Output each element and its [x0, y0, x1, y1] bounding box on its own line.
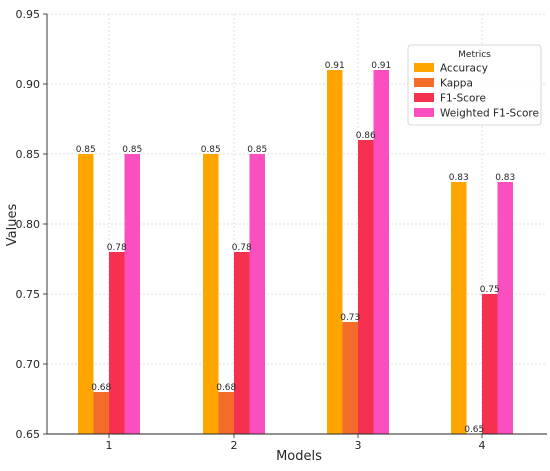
y-tick-label: 0.95: [16, 8, 41, 21]
legend-box: [407, 44, 542, 126]
y-tick-label: 0.75: [16, 288, 41, 301]
legend-label: Weighted F1-Score: [440, 108, 539, 120]
bar: [124, 154, 140, 434]
data-label: 0.68: [91, 383, 111, 393]
bar: [218, 392, 234, 434]
legend: Metrics Accuracy Kappa F1-Score Weighted F1-…: [407, 44, 542, 126]
x-tick-label: 3: [355, 439, 362, 452]
bar: [203, 154, 219, 434]
bar: [93, 392, 109, 434]
y-tick-label: 0.70: [16, 358, 41, 371]
legend-title: Metrics: [458, 50, 491, 60]
data-label: 0.86: [356, 131, 376, 141]
data-label: 0.78: [232, 243, 252, 253]
x-tick-label: 4: [479, 439, 486, 452]
bar: [109, 252, 125, 434]
data-label: 0.78: [107, 243, 127, 253]
axes: 0.65 0.70 0.75 0.80 0.85 0.90 0.95 1 2 3 4: [16, 8, 547, 452]
data-label: 0.75: [480, 285, 500, 295]
data-label: 0.91: [371, 61, 391, 71]
data-label: 0.83: [495, 173, 515, 183]
y-tick-label: 0.90: [16, 78, 41, 91]
x-tick-label: 2: [231, 439, 238, 452]
legend-swatch: [414, 78, 434, 87]
x-axis-title: Models: [276, 449, 322, 464]
y-tick-label: 0.80: [16, 218, 41, 231]
data-label: 0.65: [464, 425, 484, 435]
bar: [373, 70, 389, 434]
data-label: 0.68: [216, 383, 236, 393]
legend-swatch: [414, 93, 434, 102]
data-label: 0.85: [201, 145, 221, 155]
bar: [78, 154, 94, 434]
data-label: 0.91: [325, 61, 345, 71]
bar: [249, 154, 265, 434]
bars: [78, 70, 513, 434]
bar: [451, 182, 467, 434]
y-tick-label: 0.85: [16, 148, 41, 161]
bar: [327, 70, 343, 434]
legend-label: F1-Score: [440, 93, 486, 105]
x-tick-label: 1: [106, 439, 113, 452]
data-label: 0.85: [122, 145, 142, 155]
y-axis-title: Values: [5, 204, 20, 247]
data-label: 0.83: [449, 173, 469, 183]
y-tick-label: 0.65: [16, 428, 41, 441]
bar: [482, 294, 498, 434]
legend-swatch: [414, 63, 434, 72]
data-label: 0.73: [340, 313, 360, 323]
bar: [342, 322, 358, 434]
bar: [358, 140, 374, 434]
bar: [234, 252, 250, 434]
data-labels: 0.85 0.85 0.91 0.83 0.68 0.68 0.73 0.65 0.78 0.78…: [76, 61, 516, 435]
legend-swatch: [414, 108, 434, 117]
data-label: 0.85: [247, 145, 267, 155]
data-label: 0.85: [76, 145, 96, 155]
bar: [497, 182, 513, 434]
legend-label: Kappa: [440, 78, 473, 90]
legend-label: Accuracy: [440, 63, 488, 75]
